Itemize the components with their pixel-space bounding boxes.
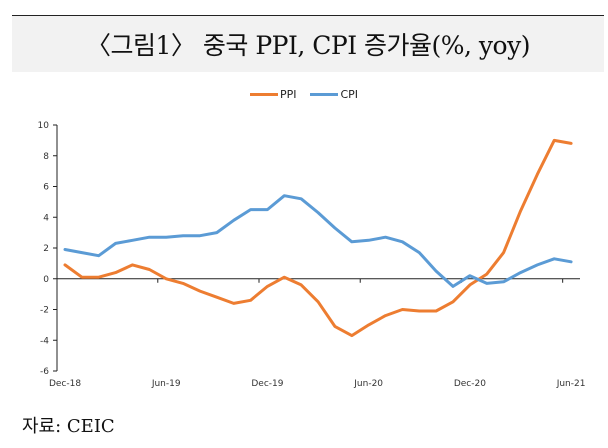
legend-label-cpi: CPI xyxy=(340,88,359,101)
y-tick-label: 6 xyxy=(43,183,49,193)
source-note: 자료: CEIC xyxy=(22,416,115,437)
legend-swatch-ppi xyxy=(249,93,278,96)
y-tick-label: -2 xyxy=(40,306,49,316)
legend: PPI CPI xyxy=(0,88,608,101)
x-tick-label: Jun-21 xyxy=(556,379,586,389)
y-tick-label: 8 xyxy=(43,152,49,162)
y-tick-label: 4 xyxy=(43,213,49,223)
x-tick-label: Jun-20 xyxy=(353,379,383,389)
legend-swatch-cpi xyxy=(310,93,339,96)
y-tick-label: 10 xyxy=(38,121,50,131)
legend-item-cpi: CPI xyxy=(310,88,358,101)
x-tick-label: Dec-20 xyxy=(454,379,486,389)
legend-label-ppi: PPI xyxy=(279,88,297,101)
x-tick-label: Dec-18 xyxy=(49,379,81,389)
y-tick-label: 2 xyxy=(43,244,49,254)
series-line-cpi xyxy=(63,194,573,288)
y-tick-label: 0 xyxy=(43,275,49,285)
y-tick-label: -4 xyxy=(40,336,49,346)
y-tick-label: -6 xyxy=(40,367,49,377)
series-line-ppi xyxy=(63,138,573,338)
x-tick-label: Jun-19 xyxy=(151,379,181,389)
legend-item-ppi: PPI xyxy=(249,88,297,101)
x-tick-label: Dec-19 xyxy=(251,379,283,389)
title-band: 〈그림1〉 중국 PPI, CPI 증가율(%, yoy) xyxy=(12,15,604,72)
chart-title: 〈그림1〉 중국 PPI, CPI 증가율(%, yoy) xyxy=(86,31,530,60)
